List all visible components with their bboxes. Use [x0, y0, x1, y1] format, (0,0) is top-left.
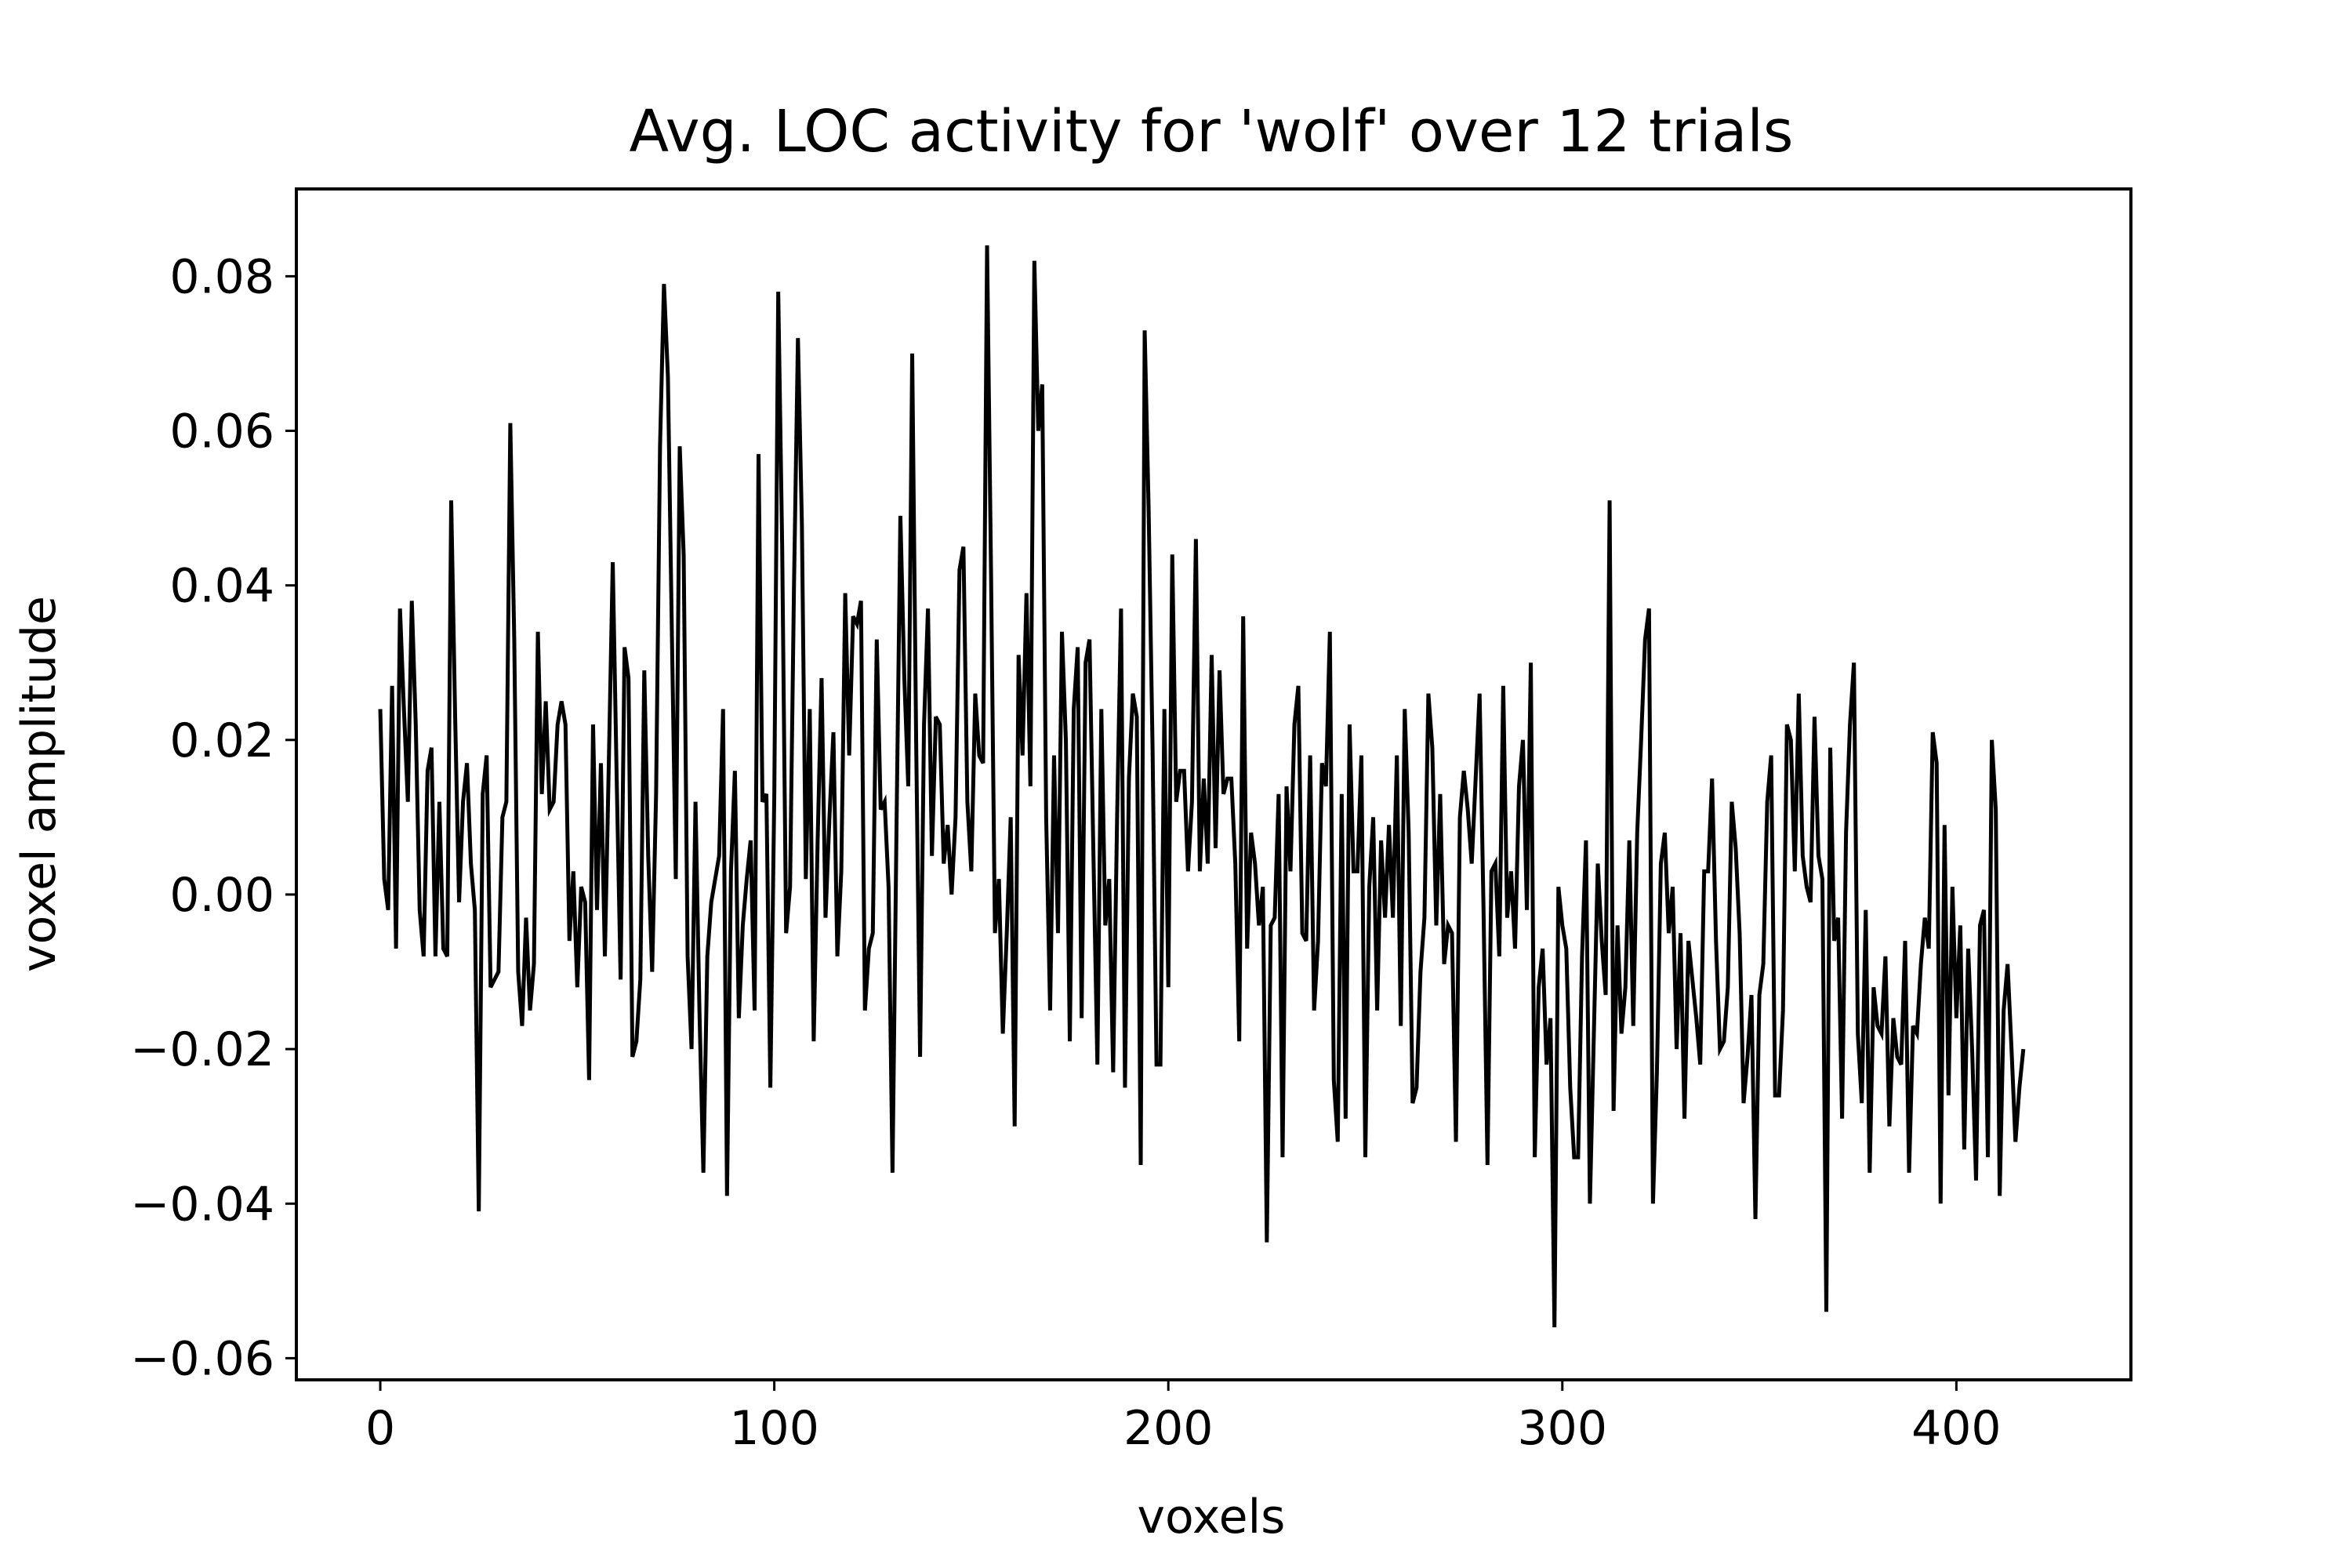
y-tick-label: 0.08 [169, 249, 274, 304]
y-tick-label: 0.00 [169, 868, 274, 923]
y-tick-label: −0.02 [130, 1022, 274, 1077]
y-tick-label: −0.06 [130, 1331, 274, 1386]
series-line [378, 245, 2026, 1328]
x-tick-label: 200 [1123, 1401, 1214, 1456]
y-tick-label: 0.04 [169, 559, 274, 614]
y-axis-label: voxel amplitude [12, 596, 67, 972]
ticks: 0 100 200 300 400 −0.06 −0.04 −0.02 0.00 0.02 0.04… [130, 249, 2001, 1456]
axes-frame [295, 187, 2132, 1381]
y-tick-label: 0.06 [169, 405, 274, 459]
x-tick-label: 300 [1518, 1401, 1608, 1456]
x-tick-label: 400 [1911, 1401, 2002, 1456]
x-axis-label: voxels [1138, 1490, 1286, 1544]
x-tick-label: 100 [729, 1401, 819, 1456]
chart-title: Avg. LOC activity for 'wolf' over 12 tri… [630, 98, 1794, 165]
y-tick-label: 0.02 [169, 713, 274, 768]
plot-area [378, 245, 2026, 1328]
x-tick-label: 0 [365, 1401, 395, 1456]
y-tick-label: −0.04 [130, 1177, 274, 1232]
